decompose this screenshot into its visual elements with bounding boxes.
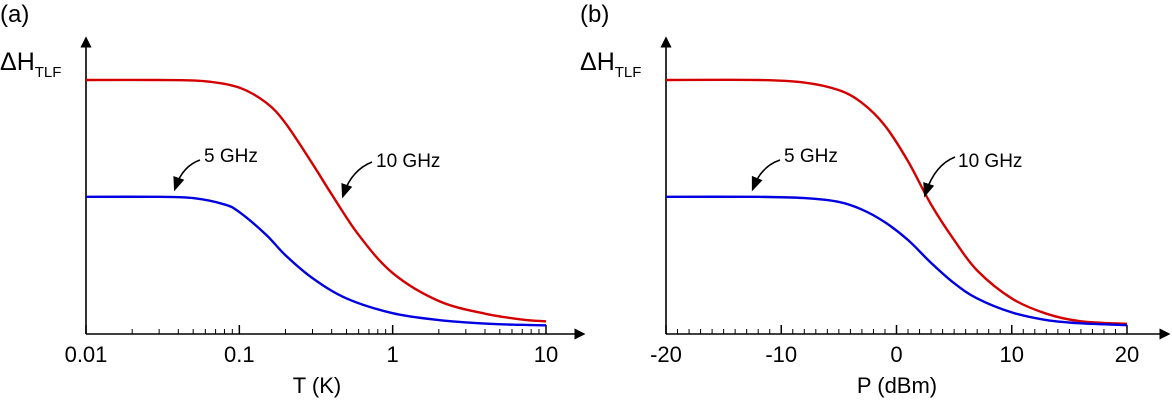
x-tick-label: 10 bbox=[534, 342, 558, 367]
annotation-group: 10 GHz 5 GHz bbox=[173, 146, 440, 199]
annotation-group: 10 GHz 5 GHz bbox=[751, 146, 1022, 198]
series-line-10ghz bbox=[665, 78, 1128, 326]
annotation-label-5ghz: 5 GHz bbox=[204, 146, 258, 167]
x-tick-label: 0 bbox=[890, 342, 902, 367]
series-line-5ghz bbox=[85, 195, 547, 327]
x-tick-label: -20 bbox=[650, 342, 682, 367]
x-ticks: -20 -10 0 10 20 bbox=[650, 325, 1139, 367]
panel-label: (b) bbox=[580, 1, 609, 28]
series-group bbox=[85, 78, 547, 327]
series-line-10ghz bbox=[85, 78, 547, 323]
y-axis-label-sub: TLF bbox=[615, 64, 642, 81]
x-tick-label: -10 bbox=[765, 342, 797, 367]
x-tick-label: 0.01 bbox=[65, 342, 108, 367]
y-axis-label: ΔHTLF bbox=[0, 48, 61, 81]
x-tick-label: 1 bbox=[387, 342, 399, 367]
panel-a: (a) ΔHTLF 0.01 0.1 1 10 10 GHz 5 GHz T (K) bbox=[0, 1, 586, 398]
annotation-arrow-10ghz bbox=[341, 161, 373, 199]
panel-label: (a) bbox=[0, 1, 29, 28]
annotation-arrow-5ghz bbox=[173, 159, 201, 192]
x-tick-label: 20 bbox=[1115, 342, 1139, 367]
annotation-label-10ghz: 10 GHz bbox=[958, 151, 1022, 172]
x-tick-label: 10 bbox=[1000, 342, 1024, 367]
y-axis-label-main: ΔH bbox=[0, 48, 35, 76]
x-axis-label: P (dBm) bbox=[857, 373, 937, 398]
annotation-arrow-10ghz bbox=[923, 156, 956, 198]
y-axis-label-sub: TLF bbox=[35, 64, 62, 81]
y-axis-label-main: ΔH bbox=[580, 48, 615, 76]
y-axis-label: ΔHTLF bbox=[580, 48, 641, 81]
annotation-arrow-5ghz bbox=[751, 159, 781, 192]
annotation-label-10ghz: 10 GHz bbox=[376, 151, 440, 172]
x-ticks: 0.01 0.1 1 10 bbox=[65, 325, 558, 367]
x-tick-label: 0.1 bbox=[224, 342, 255, 367]
series-line-5ghz bbox=[665, 195, 1128, 327]
x-axis-label: T (K) bbox=[293, 373, 341, 398]
panel-b: (b) ΔHTLF -20 -10 0 10 20 10 GHz 5 GHz P (dB… bbox=[580, 1, 1171, 398]
annotation-label-5ghz: 5 GHz bbox=[784, 146, 838, 167]
series-group bbox=[665, 78, 1128, 327]
